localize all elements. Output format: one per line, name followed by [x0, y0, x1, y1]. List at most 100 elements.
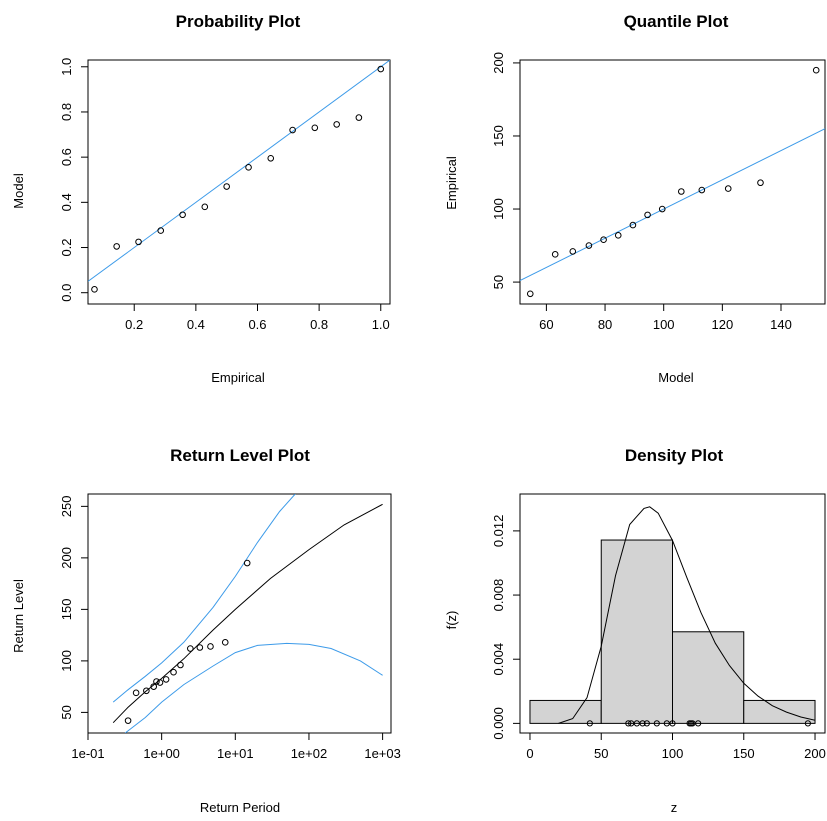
- y-tick-label: 250: [59, 496, 74, 518]
- x-tick-label: 200: [804, 746, 826, 761]
- data-point: [585, 242, 593, 249]
- x-tick-label: 1e-01: [71, 746, 104, 761]
- plot-area: 60 80 100 120 140 50 100 150 200: [491, 52, 826, 332]
- density-plot-panel: Density Plot z f(z) 0 50 100 150 200 0.000 0.0…: [444, 446, 826, 815]
- x-tick-label: 150: [733, 746, 755, 761]
- y-tick-label: 100: [491, 198, 506, 220]
- x-tick-label: 0.2: [125, 317, 143, 332]
- data-point: [333, 121, 340, 128]
- data-point: [551, 251, 559, 258]
- data-point: [526, 290, 534, 298]
- rug-point: [653, 720, 660, 727]
- rug-point: [804, 720, 811, 727]
- rug-point: [586, 720, 593, 727]
- x-tick-label: 120: [712, 317, 734, 332]
- rug-point: [689, 720, 696, 727]
- rug-point: [625, 720, 632, 727]
- y-tick-label: 200: [491, 52, 506, 74]
- reference-line: [88, 60, 390, 282]
- data-point: [201, 203, 209, 211]
- rug-point: [633, 720, 640, 727]
- y-axis-label: f(z): [444, 611, 459, 630]
- x-tick-label: 0.8: [310, 317, 328, 332]
- histogram-bar: [672, 631, 745, 724]
- y-tick-label: 150: [59, 599, 74, 621]
- x-axis-label: Return Period: [200, 800, 280, 815]
- data-point: [267, 154, 275, 162]
- data-point: [124, 717, 132, 724]
- rug-point: [628, 720, 635, 727]
- data-point: [221, 639, 229, 646]
- data-point: [162, 676, 170, 683]
- plot-area: 1e-01 1e+00 1e+01 1e+02 1e+03 50 100 150 200 250: [59, 493, 401, 761]
- data-point: [724, 185, 732, 192]
- data-point: [157, 227, 165, 234]
- y-axis-label: Model: [11, 173, 26, 209]
- y-tick-label: 0.4: [59, 193, 74, 211]
- y-tick-label: 0.004: [491, 643, 506, 676]
- data-point: [377, 65, 385, 73]
- y-tick-label: 50: [491, 275, 506, 289]
- chart-title: Density Plot: [625, 446, 724, 465]
- data-point: [569, 248, 577, 255]
- data-point: [150, 683, 158, 690]
- data-point: [132, 689, 140, 697]
- x-tick-label: 140: [770, 317, 792, 332]
- plot-frame: [519, 59, 826, 305]
- x-tick-label: 60: [539, 317, 553, 332]
- histogram-bar: [600, 539, 674, 724]
- lower-confidence-band: [124, 642, 383, 733]
- x-tick-label: 0: [526, 746, 533, 761]
- plot-area: 0 50 100 150 200 0.000 0.004 0.008 0.012: [491, 493, 826, 761]
- density-curve: [558, 506, 816, 724]
- data-point: [677, 188, 685, 195]
- x-tick-label: 100: [662, 746, 684, 761]
- quantile-plot-panel: Quantile Plot Model Empirical 60 80 100 120…: [444, 12, 826, 385]
- data-point: [355, 114, 363, 121]
- data-point: [187, 645, 194, 652]
- x-tick-label: 1e+00: [143, 746, 180, 761]
- data-point: [812, 66, 820, 74]
- data-point: [629, 221, 637, 229]
- x-tick-label: 100: [653, 317, 675, 332]
- upper-confidence-band: [112, 494, 296, 703]
- plot-frame: [87, 493, 392, 734]
- x-axis-label: Empirical: [211, 370, 265, 385]
- data-point: [156, 679, 164, 686]
- rug-point: [643, 720, 650, 727]
- data-point: [207, 643, 214, 650]
- data-point: [600, 236, 607, 244]
- y-axis-label: Empirical: [444, 156, 459, 210]
- data-point: [170, 668, 177, 676]
- data-point: [135, 238, 142, 246]
- y-tick-label: 200: [59, 547, 74, 569]
- return-level-plot-panel: Return Level Plot Return Period Return L…: [11, 446, 401, 815]
- x-axis-label: Model: [658, 370, 694, 385]
- y-tick-label: 50: [59, 705, 74, 719]
- data-point: [311, 124, 319, 132]
- x-tick-label: 1e+01: [217, 746, 254, 761]
- data-point: [698, 186, 706, 194]
- rug-point: [639, 720, 646, 727]
- data-point: [757, 179, 764, 187]
- y-tick-label: 0.008: [491, 579, 506, 612]
- y-tick-label: 0.2: [59, 238, 74, 256]
- data-point: [644, 211, 651, 219]
- chart-title: Return Level Plot: [170, 446, 310, 465]
- data-point: [113, 243, 120, 250]
- reference-line: [520, 128, 825, 282]
- data-point: [196, 644, 204, 651]
- y-tick-label: 0.0: [59, 284, 74, 302]
- x-tick-label: 1e+03: [364, 746, 401, 761]
- data-point: [243, 559, 251, 567]
- x-tick-label: 50: [594, 746, 608, 761]
- data-point: [658, 205, 666, 213]
- data-point: [177, 661, 184, 669]
- y-axis-label: Return Level: [11, 579, 26, 653]
- y-tick-label: 100: [59, 650, 74, 672]
- data-point: [179, 211, 186, 219]
- rug-point: [663, 720, 670, 727]
- rug-point: [695, 720, 702, 727]
- y-tick-label: 1.0: [59, 58, 74, 76]
